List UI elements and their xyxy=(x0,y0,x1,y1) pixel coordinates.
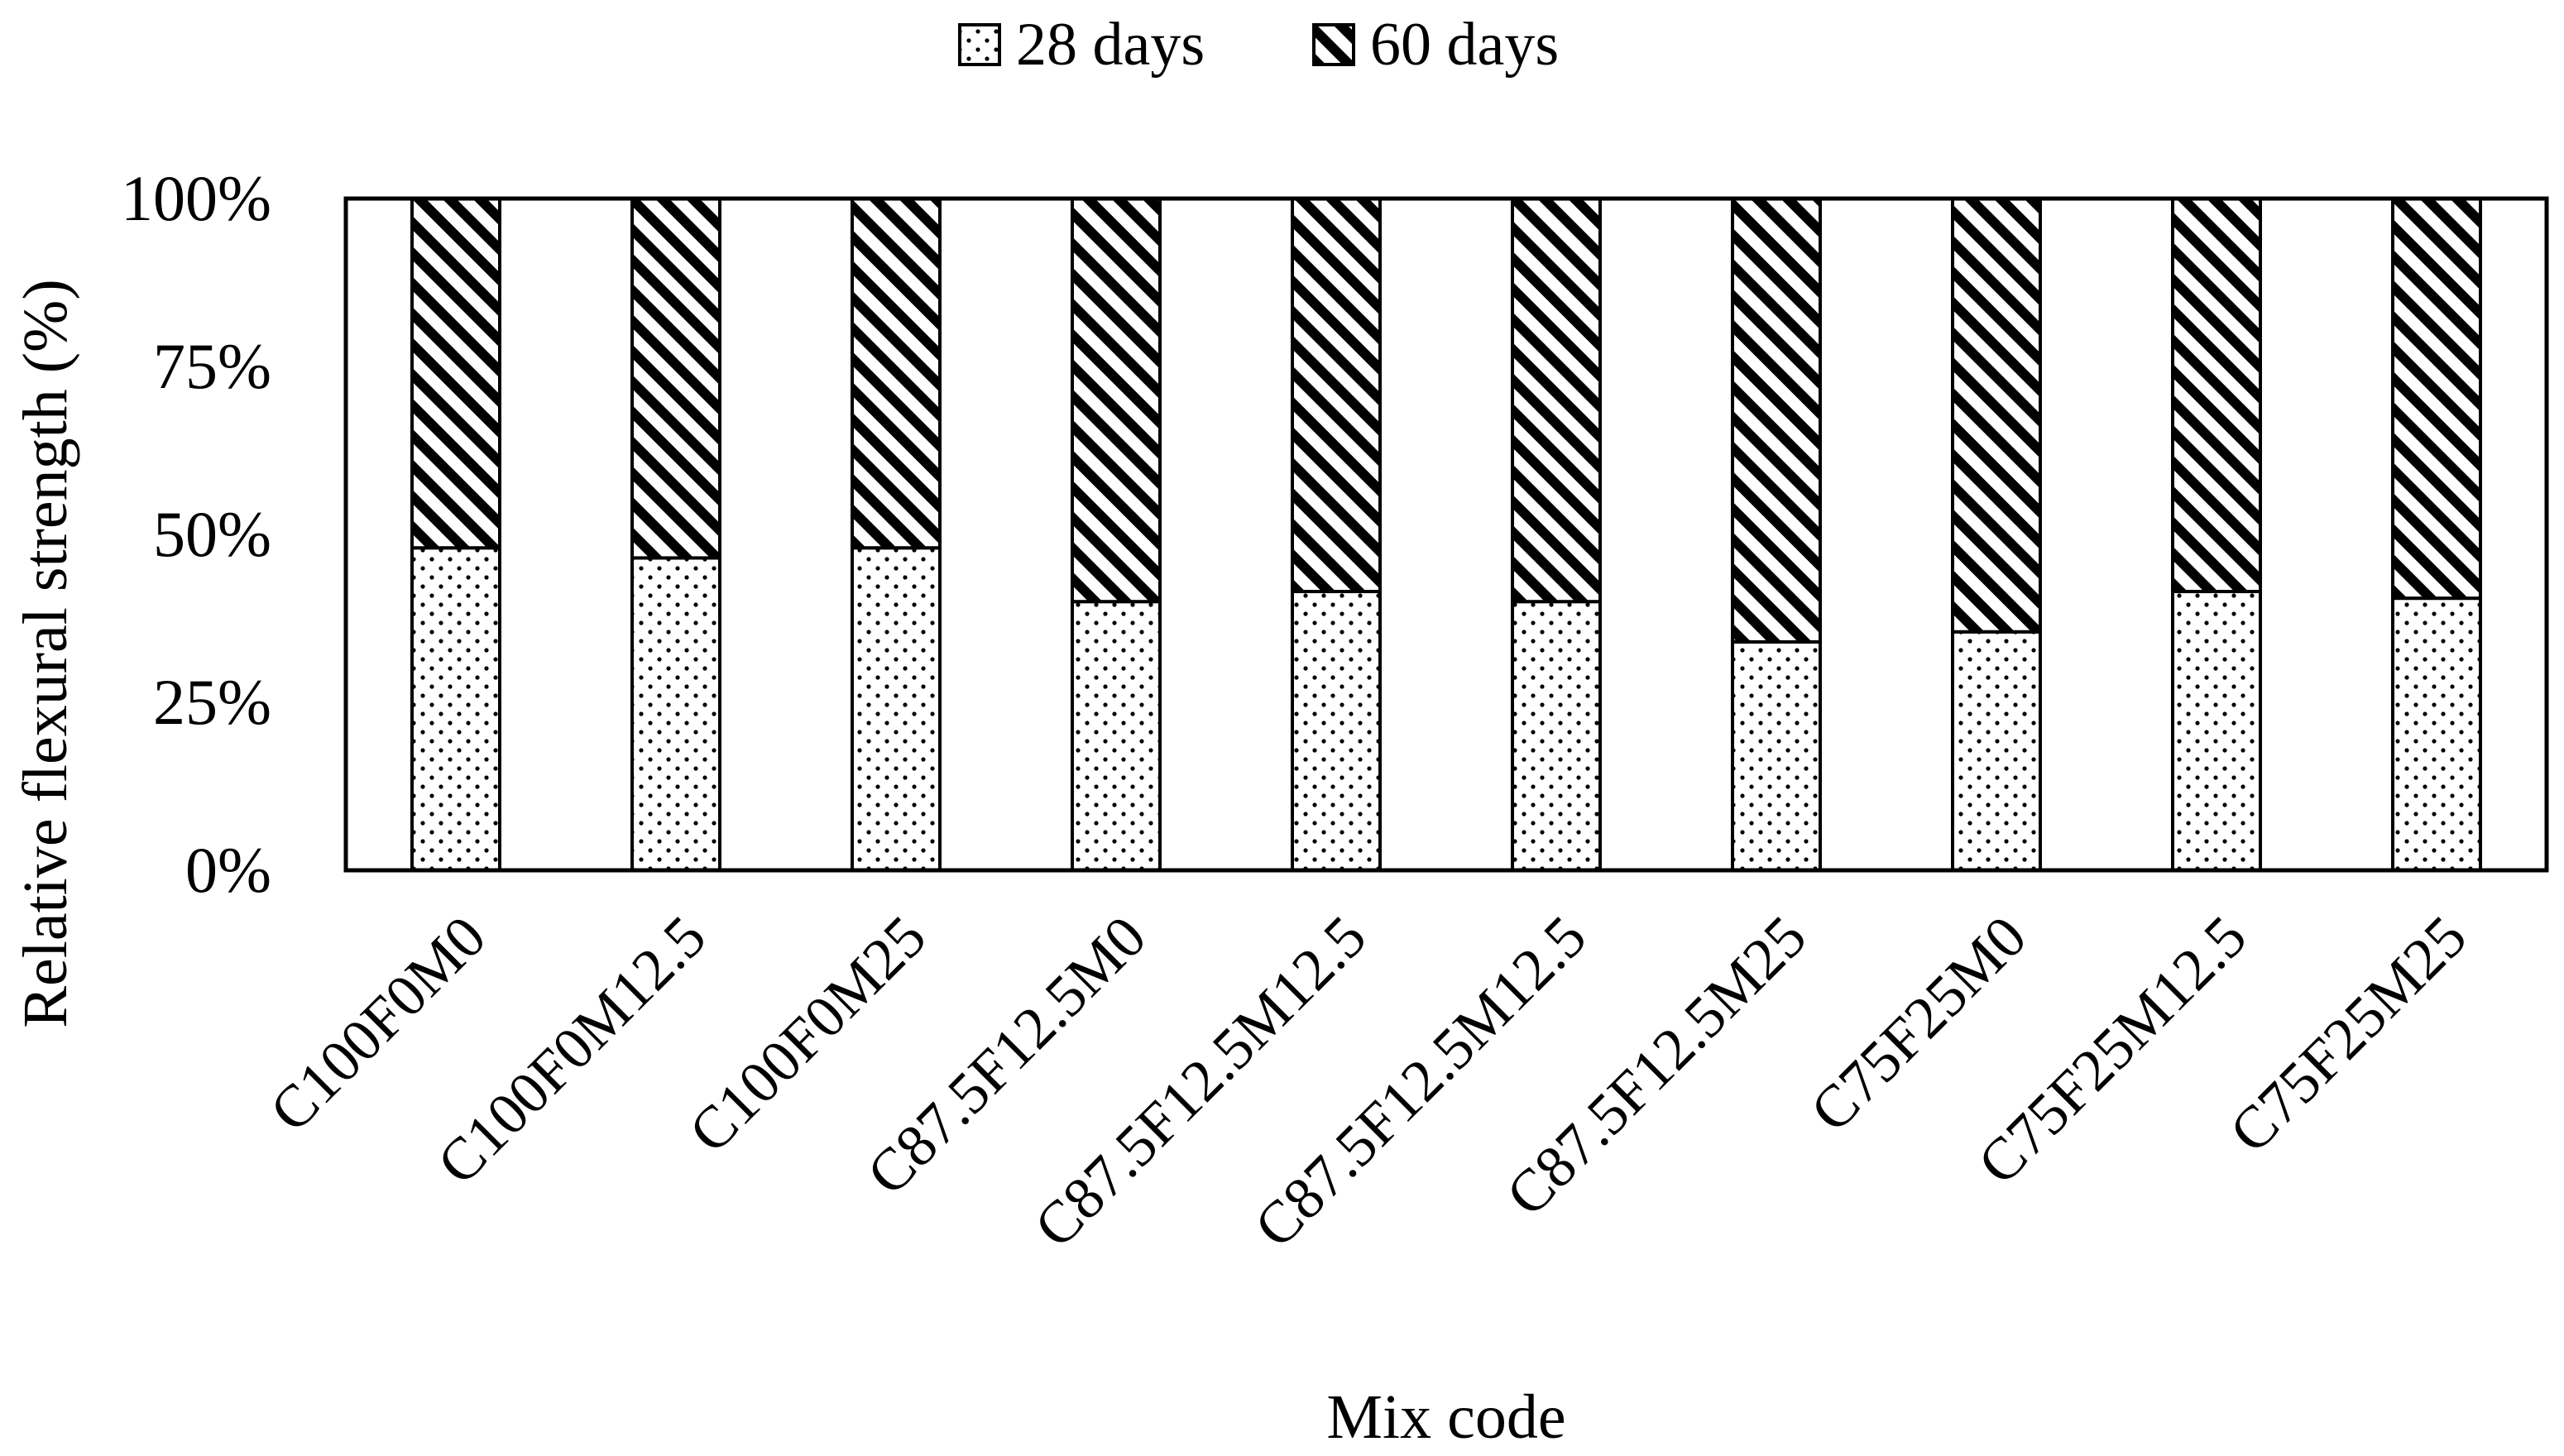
bar-28-days xyxy=(1071,600,1162,872)
bar-28-days xyxy=(410,546,501,872)
legend-item-28-days: 28 days xyxy=(958,11,1205,79)
bar-60-days xyxy=(2171,197,2262,594)
bar-28-days xyxy=(630,556,721,872)
bar-28-days xyxy=(1731,639,1822,872)
y-tick-label: 75% xyxy=(153,330,271,402)
bar-28-days xyxy=(2391,596,2482,872)
legend-item-60-days: 60 days xyxy=(1312,11,1559,79)
bar-60-days xyxy=(410,197,501,550)
bar-series xyxy=(410,197,2482,873)
bar-60-days xyxy=(1951,197,2042,634)
legend-label-60-days: 60 days xyxy=(1370,11,1559,79)
bar-28-days xyxy=(851,546,942,872)
bar-60-days xyxy=(1731,197,1822,644)
x-axis-labels: C100F0M0C100F0M12.5C100F0M25C87.5F12.5M0… xyxy=(257,903,2479,1260)
y-axis-ticks: 0% 25% 50% 75% 100% xyxy=(121,162,271,906)
bar-60-days xyxy=(630,197,721,560)
bar-28-days xyxy=(2171,590,2262,873)
x-tick-label: C75F25M0 xyxy=(1798,903,2039,1144)
x-axis-title: Mix code xyxy=(1326,1382,1565,1452)
x-tick-label: C100F0M0 xyxy=(257,903,498,1144)
bar-60-days xyxy=(1511,197,1602,604)
plot-area-frame xyxy=(343,196,2549,873)
bar-60-days xyxy=(1071,197,1162,604)
bar-28-days xyxy=(1511,600,1602,872)
legend-label-28-days: 28 days xyxy=(1016,11,1205,79)
y-tick-label: 0% xyxy=(185,834,271,906)
legend-swatch-60-days xyxy=(1312,23,1355,66)
y-tick-label: 25% xyxy=(153,666,271,738)
legend: 28 days 60 days xyxy=(958,11,1559,79)
y-axis-title: Relative flexural strength (%) xyxy=(11,279,80,1027)
bar-60-days xyxy=(1291,197,1382,594)
y-tick-label: 50% xyxy=(153,498,271,570)
bar-28-days xyxy=(1951,630,2042,872)
bar-60-days xyxy=(2391,197,2482,601)
legend-swatch-28-days xyxy=(958,23,1001,66)
bar-60-days xyxy=(851,197,942,550)
x-tick-label: C75F25M25 xyxy=(2217,903,2479,1166)
bar-28-days xyxy=(1291,590,1382,873)
y-tick-label: 100% xyxy=(121,162,271,234)
